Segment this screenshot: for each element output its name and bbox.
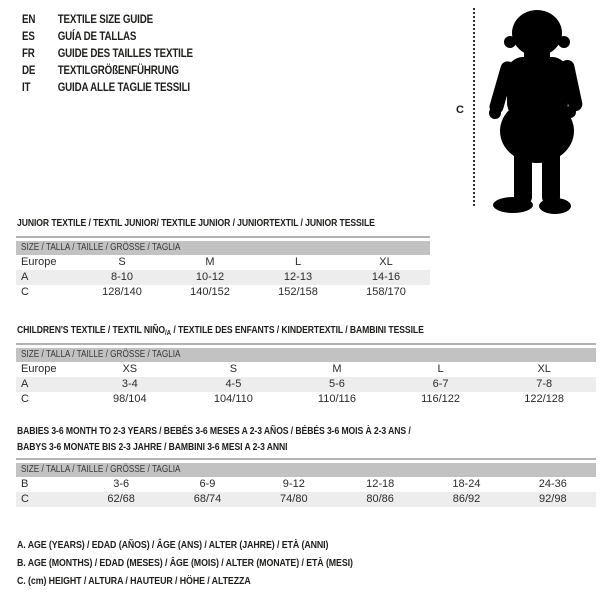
cell: 140/152: [190, 286, 230, 298]
row-label: A: [21, 378, 29, 390]
lang-title: GUIDA ALLE TAGLIE TESSILI: [57, 82, 190, 94]
children-table: SIZE / TALLA / TAILLE / GRÖSSE / TAGLIA …: [16, 343, 596, 407]
cell: 98/104: [112, 393, 147, 405]
lang-title: TEXTILE SIZE GUIDE: [57, 14, 153, 26]
cell: 122/128: [524, 393, 565, 405]
row-label: Europe: [21, 256, 57, 268]
lang-code: FR: [22, 48, 35, 60]
cell: 14-16: [371, 271, 401, 283]
lang-title: GUÍA DE TALLAS: [57, 31, 137, 43]
babies-title-line2: BABYS 3-6 MONATE BIS 2-3 JAHRE / BAMBINI…: [17, 441, 288, 453]
cell: 3-4: [121, 378, 138, 390]
cell: 3-6: [113, 478, 130, 490]
lang-code: DE: [22, 65, 36, 77]
lang-row-en: EN TEXTILE SIZE GUIDE: [22, 12, 193, 29]
legend-notes: A. AGE (YEARS) / EDAD (AÑOS) / ÂGE (ANS)…: [17, 536, 417, 590]
table-row: C 98/104 104/110 110/116 116/122 122/128: [16, 392, 596, 407]
row-label: A: [21, 271, 29, 283]
children-title-suffix: / TEXTILE DES ENFANTS / KINDERTEXTIL / B…: [171, 324, 424, 336]
note-a: A. AGE (YEARS) / EDAD (AÑOS) / ÂGE (ANS)…: [17, 539, 329, 551]
note-b: B. AGE (MONTHS) / EDAD (MESES) / ÂGE (MO…: [17, 557, 353, 569]
cell: 104/110: [213, 393, 253, 405]
row-label: C: [21, 286, 29, 298]
cell: 62/68: [107, 493, 135, 505]
cell: 6-7: [432, 378, 449, 390]
lang-row-fr: FR GUIDE DES TAILLES TEXTILE: [22, 46, 193, 63]
lang-code: ES: [22, 31, 35, 43]
cell: 86/92: [452, 493, 481, 505]
cell: L: [294, 256, 302, 268]
lang-code: IT: [22, 82, 31, 94]
table-top-rule: [16, 458, 596, 460]
table-row: B 3-6 6-9 9-12 12-18 18-24 24-36: [16, 477, 596, 492]
lang-code: EN: [22, 14, 36, 26]
cell: 6-9: [199, 478, 216, 490]
lang-row-es: ES GUÍA DE TALLAS: [22, 29, 193, 46]
cell: 12-13: [283, 271, 313, 283]
cell: 9-12: [282, 478, 305, 490]
language-title-list: EN TEXTILE SIZE GUIDE ES GUÍA DE TALLAS …: [22, 12, 193, 97]
size-header-bar: SIZE / TALLA / TAILLE / GRÖSSE / TAGLIA: [16, 463, 596, 477]
cell: XS: [122, 363, 138, 375]
lang-row-it: IT GUIDA ALLE TAGLIE TESSILI: [22, 80, 193, 97]
size-header-label: SIZE / TALLA / TAILLE / GRÖSSE / TAGLIA: [21, 464, 181, 475]
cell: 92/98: [539, 493, 567, 505]
row-label: C: [21, 493, 29, 505]
babies-title-line1: BABIES 3-6 MONTH TO 2-3 YEARS / BEBÉS 3-…: [17, 425, 411, 437]
cell: S: [229, 363, 238, 375]
cell: 74/80: [280, 493, 308, 505]
cell: 5-6: [329, 378, 345, 390]
row-label: B: [21, 478, 29, 490]
children-title-prefix: CHILDREN'S TEXTILE / TEXTIL NIÑO: [17, 324, 166, 336]
cell: 10-12: [195, 271, 225, 283]
table-row: A 8-10 10-12 12-13 14-16: [16, 270, 430, 285]
baby-silhouette-icon: [489, 10, 583, 214]
junior-table: SIZE / TALLA / TAILLE / GRÖSSE / TAGLIA …: [16, 236, 430, 300]
lang-title: TEXTILGRÖßENFÜHRUNG: [57, 65, 179, 77]
note-c: C. (cm) HEIGHT / ALTURA / HAUTEUR / HÖHE…: [17, 575, 251, 587]
cell: M: [205, 256, 215, 268]
children-table-title: CHILDREN'S TEXTILE / TEXTIL NIÑO/A / TEX…: [17, 322, 424, 341]
junior-table-title: JUNIOR TEXTILE / TEXTIL JUNIOR/ TEXTILE …: [17, 217, 375, 229]
row-label: C: [21, 393, 29, 405]
table-row: Europe S M L XL: [16, 255, 430, 270]
cell: XL: [379, 256, 393, 268]
size-header-bar: SIZE / TALLA / TAILLE / GRÖSSE / TAGLIA: [16, 241, 430, 255]
cell: S: [118, 256, 126, 268]
cell: M: [332, 363, 342, 375]
cell: 12-18: [366, 478, 395, 490]
size-header-bar: SIZE / TALLA / TAILLE / GRÖSSE / TAGLIA: [16, 348, 596, 362]
cell: 128/140: [102, 286, 142, 298]
babies-table: SIZE / TALLA / TAILLE / GRÖSSE / TAGLIA …: [16, 458, 596, 507]
cell: 152/158: [278, 286, 318, 298]
cell: 68/74: [193, 493, 222, 505]
table-row: Europe XS S M L XL: [16, 362, 596, 377]
size-header-label: SIZE / TALLA / TAILLE / GRÖSSE / TAGLIA: [21, 242, 181, 253]
cell: 110/116: [317, 393, 357, 405]
height-dotted-line: [473, 8, 475, 206]
cell: 18-24: [452, 478, 481, 490]
cell: 116/122: [421, 393, 461, 405]
cell: XL: [537, 363, 551, 375]
cell: 4-5: [225, 378, 242, 390]
table-top-rule: [16, 236, 430, 238]
cell: 8-10: [110, 271, 134, 283]
cell: 80/86: [366, 493, 394, 505]
table-row: A 3-4 4-5 5-6 6-7 7-8: [16, 377, 596, 392]
size-header-label: SIZE / TALLA / TAILLE / GRÖSSE / TAGLIA: [21, 349, 181, 360]
lang-row-de: DE TEXTILGRÖßENFÜHRUNG: [22, 63, 193, 80]
cell: 7-8: [536, 378, 553, 390]
children-title-sub: /A: [165, 328, 172, 337]
table-row: C 62/68 68/74 74/80 80/86 86/92 92/98: [16, 492, 596, 507]
cell: L: [437, 363, 444, 375]
cell: 158/170: [366, 286, 406, 298]
cell: 24-36: [538, 478, 567, 490]
height-c-label: C: [456, 104, 464, 116]
table-row: C 128/140 140/152 152/158 158/170: [16, 285, 430, 300]
lang-title: GUIDE DES TAILLES TEXTILE: [57, 48, 193, 60]
babies-table-title: BABIES 3-6 MONTH TO 2-3 YEARS / BEBÉS 3-…: [17, 423, 411, 455]
table-top-rule: [16, 343, 596, 345]
row-label: Europe: [21, 363, 57, 375]
